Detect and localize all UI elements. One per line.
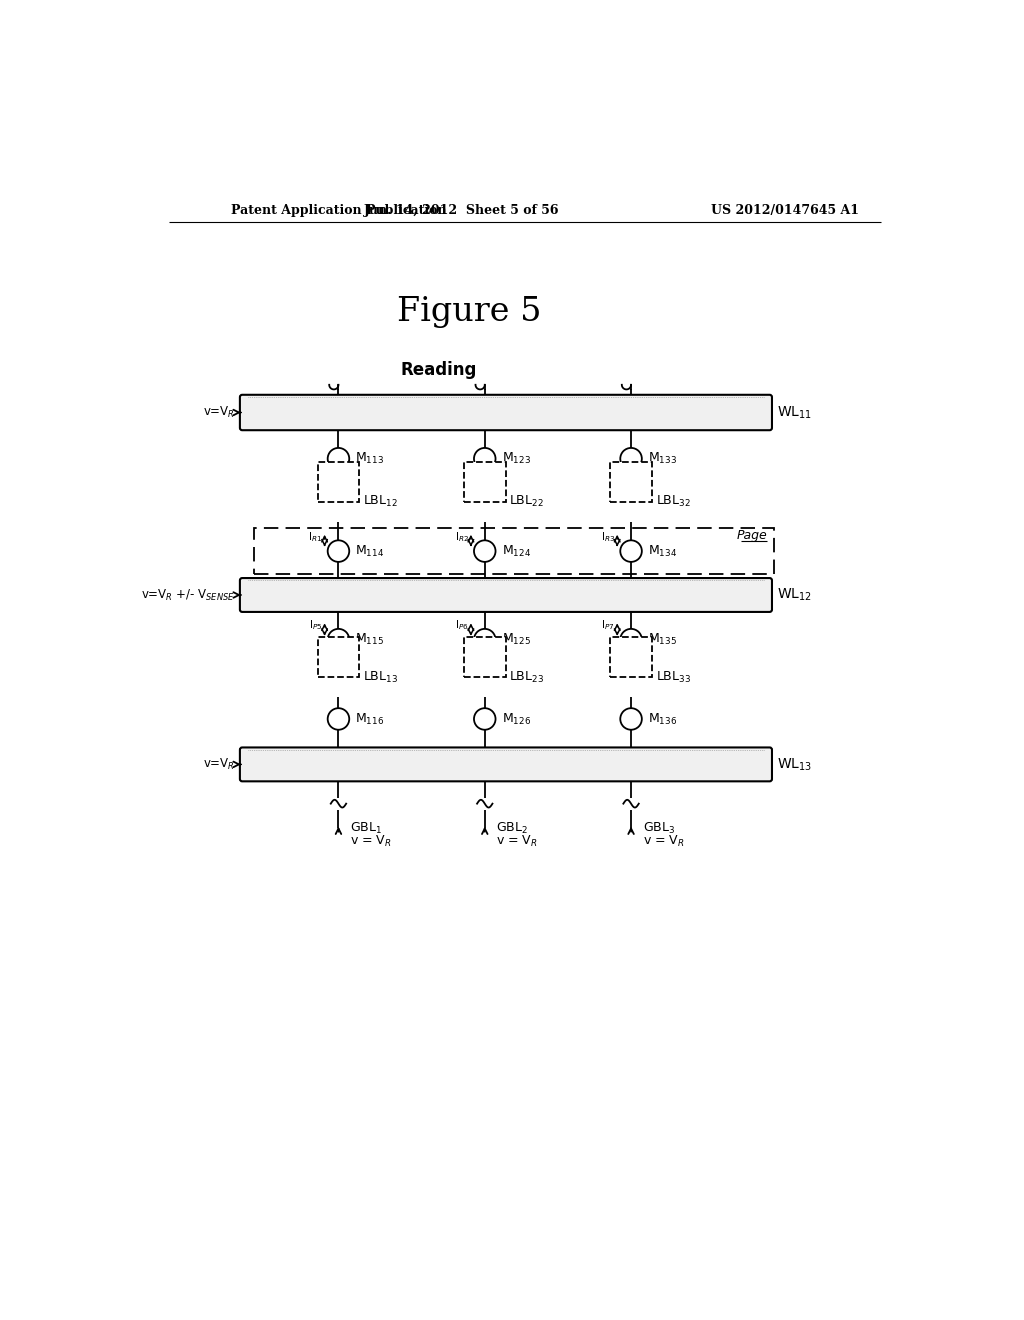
- Circle shape: [621, 540, 642, 562]
- Text: v = V$_R$: v = V$_R$: [350, 834, 392, 849]
- Text: WL$_{12}$: WL$_{12}$: [777, 587, 812, 603]
- Text: v=V$_R$: v=V$_R$: [203, 756, 234, 772]
- Text: v = V$_R$: v = V$_R$: [643, 834, 684, 849]
- Text: M$_{133}$: M$_{133}$: [648, 451, 677, 466]
- Text: M$_{116}$: M$_{116}$: [355, 711, 384, 726]
- Text: WL$_{11}$: WL$_{11}$: [777, 404, 812, 421]
- Bar: [254, 528, 773, 574]
- Circle shape: [474, 540, 496, 562]
- Text: LBL$_{33}$: LBL$_{33}$: [655, 669, 691, 685]
- Circle shape: [621, 447, 642, 470]
- Text: M$_{113}$: M$_{113}$: [355, 451, 384, 466]
- Circle shape: [474, 447, 496, 470]
- Text: LBL$_{32}$: LBL$_{32}$: [655, 494, 690, 510]
- Bar: [317, 462, 359, 502]
- Text: I$_{R1}$: I$_{R1}$: [308, 531, 323, 544]
- FancyBboxPatch shape: [240, 747, 772, 781]
- Text: WL$_{13}$: WL$_{13}$: [777, 756, 812, 772]
- Text: M$_{114}$: M$_{114}$: [355, 544, 384, 558]
- Text: M$_{136}$: M$_{136}$: [648, 711, 677, 726]
- Text: M$_{126}$: M$_{126}$: [502, 711, 530, 726]
- Circle shape: [474, 708, 496, 730]
- Text: I$_{P5}$: I$_{P5}$: [309, 618, 323, 632]
- Circle shape: [328, 708, 349, 730]
- Text: M$_{134}$: M$_{134}$: [648, 544, 677, 558]
- Bar: [610, 638, 652, 677]
- Text: Jun. 14, 2012  Sheet 5 of 56: Jun. 14, 2012 Sheet 5 of 56: [364, 205, 559, 218]
- Text: GBL$_3$: GBL$_3$: [643, 821, 675, 836]
- FancyBboxPatch shape: [240, 578, 772, 612]
- Text: LBL$_{12}$: LBL$_{12}$: [364, 494, 398, 510]
- Text: M$_{115}$: M$_{115}$: [355, 632, 384, 647]
- Text: Figure 5: Figure 5: [397, 297, 542, 329]
- Bar: [317, 638, 359, 677]
- Text: GBL$_2$: GBL$_2$: [497, 821, 528, 836]
- Text: v = V$_R$: v = V$_R$: [497, 834, 538, 849]
- Text: Page: Page: [736, 529, 767, 543]
- Text: I$_{R2}$: I$_{R2}$: [455, 531, 469, 544]
- Circle shape: [328, 628, 349, 651]
- Text: M$_{125}$: M$_{125}$: [502, 632, 530, 647]
- Bar: [464, 638, 506, 677]
- Text: Reading: Reading: [400, 362, 477, 379]
- Text: I$_{P7}$: I$_{P7}$: [601, 618, 614, 632]
- Bar: [610, 462, 652, 502]
- Text: US 2012/0147645 A1: US 2012/0147645 A1: [711, 205, 859, 218]
- Text: M$_{135}$: M$_{135}$: [648, 632, 677, 647]
- Text: GBL$_1$: GBL$_1$: [350, 821, 382, 836]
- Circle shape: [621, 628, 642, 651]
- Circle shape: [328, 540, 349, 562]
- Text: M$_{123}$: M$_{123}$: [502, 451, 530, 466]
- Text: LBL$_{13}$: LBL$_{13}$: [364, 669, 398, 685]
- FancyBboxPatch shape: [240, 395, 772, 430]
- Text: M$_{124}$: M$_{124}$: [502, 544, 530, 558]
- Text: v=V$_R$: v=V$_R$: [203, 405, 234, 420]
- Circle shape: [621, 708, 642, 730]
- Circle shape: [474, 628, 496, 651]
- Bar: [464, 462, 506, 502]
- Text: v=V$_R$ +/- V$_{SENSE}$: v=V$_R$ +/- V$_{SENSE}$: [141, 587, 234, 602]
- Text: LBL$_{23}$: LBL$_{23}$: [509, 669, 545, 685]
- Text: I$_{R3}$: I$_{R3}$: [601, 531, 614, 544]
- Circle shape: [328, 447, 349, 470]
- Text: Patent Application Publication: Patent Application Publication: [230, 205, 446, 218]
- Text: I$_{P6}$: I$_{P6}$: [455, 618, 469, 632]
- Text: LBL$_{22}$: LBL$_{22}$: [509, 494, 544, 510]
